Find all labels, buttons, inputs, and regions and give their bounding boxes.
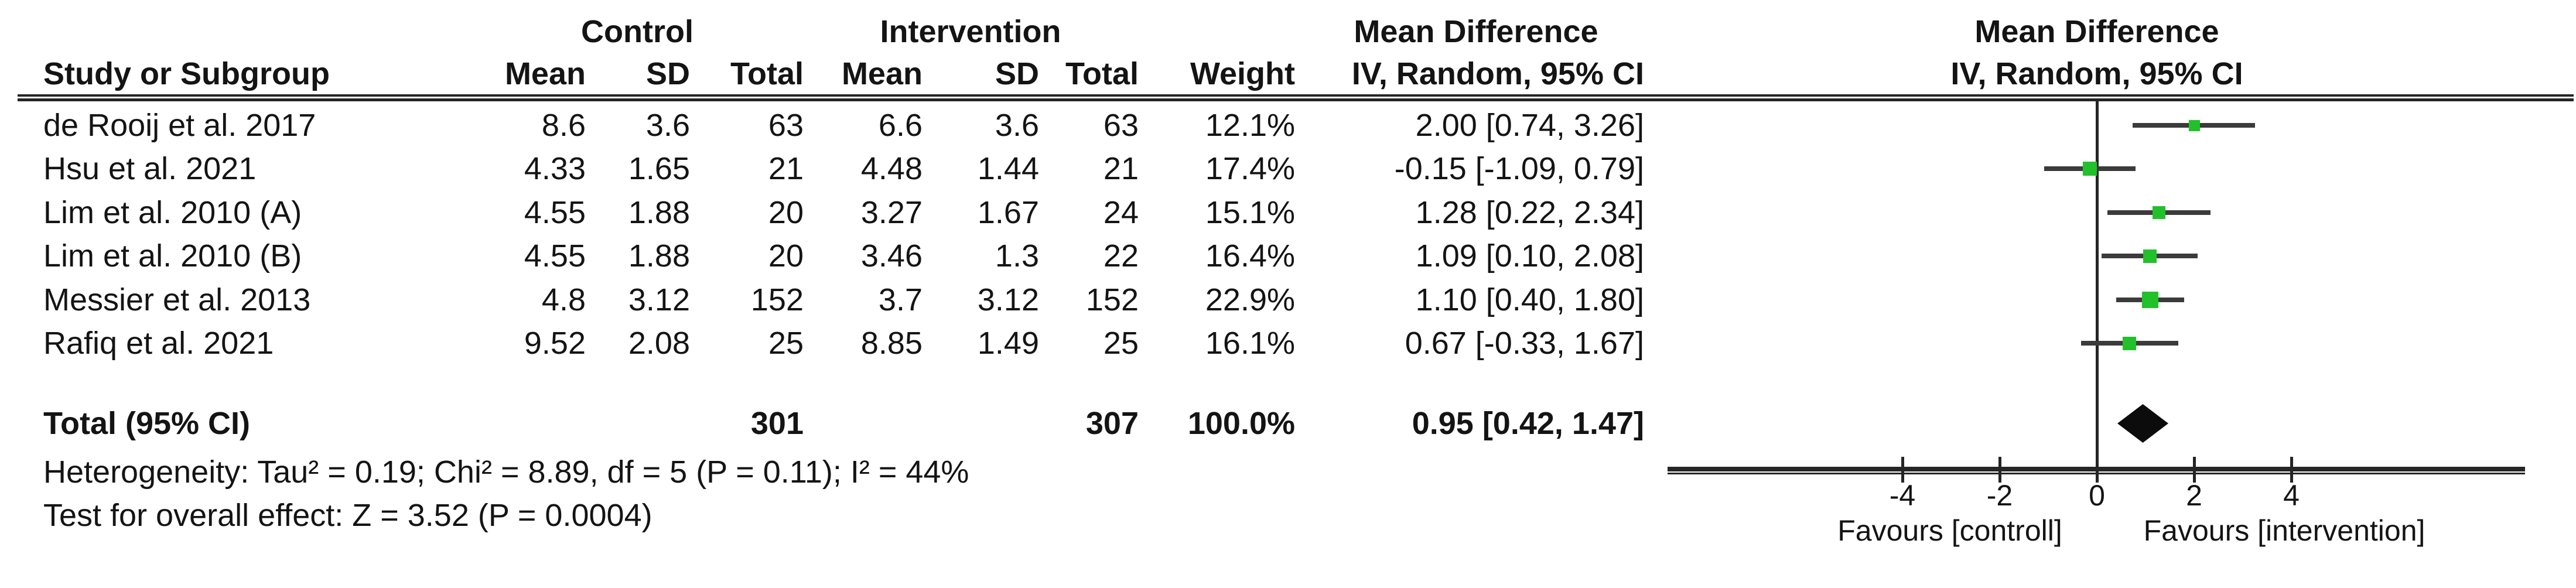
study-cell: 1.3	[995, 238, 1039, 274]
study-cell: 16.1%	[1205, 326, 1295, 361]
effect-square	[2083, 162, 2097, 176]
axis-tick	[2096, 457, 2099, 483]
header-md-table-line2: IV, Random, 95% CI	[1351, 56, 1644, 91]
effect-square	[2142, 292, 2158, 308]
study-cell: 6.6	[878, 108, 923, 143]
effect-square	[2189, 120, 2200, 131]
study-cell: 3.46	[860, 238, 923, 274]
study-label: Lim et al. 2010 (B)	[43, 238, 302, 274]
study-cell: 63	[768, 108, 804, 143]
axis-tick	[1901, 457, 1904, 483]
study-cell: 21	[768, 151, 804, 186]
axis-tick	[1998, 457, 2001, 483]
study-cell: 15.1%	[1205, 195, 1295, 230]
study-cell: 4.8	[541, 282, 586, 317]
study-cell: 1.67	[977, 195, 1039, 230]
study-label: Rafiq et al. 2021	[43, 326, 274, 361]
header-intervention-group: Intervention	[880, 14, 1061, 49]
study-cell: 16.4%	[1205, 238, 1295, 274]
study-cell: 22.9%	[1205, 282, 1295, 317]
header-subcol-mean: Mean	[504, 56, 586, 91]
study-cell: 3.12	[628, 282, 690, 317]
favours-right-label: Favours [intervention]	[2143, 514, 2425, 547]
axis-tick-label: 0	[2089, 479, 2105, 512]
study-cell: 21	[1103, 151, 1139, 186]
axis-tick	[2193, 457, 2196, 483]
axis-tick	[2290, 457, 2293, 483]
study-md-ci: 1.09 [0.10, 2.08]	[1415, 238, 1644, 274]
zero-line	[2096, 101, 2099, 474]
study-cell: 2.08	[628, 326, 690, 361]
header-md-plot-line1: Mean Difference	[1974, 14, 2219, 49]
study-cell: 3.27	[860, 195, 923, 230]
study-cell: 3.6	[995, 108, 1039, 143]
study-md-ci: 1.10 [0.40, 1.80]	[1415, 282, 1644, 317]
heterogeneity-stats: Heterogeneity: Tau² = 0.19; Chi² = 8.89,…	[43, 454, 969, 490]
study-md-ci: -0.15 [-1.09, 0.79]	[1394, 151, 1644, 186]
study-label: de Rooij et al. 2017	[43, 108, 316, 143]
study-cell: 20	[768, 195, 804, 230]
header-separator-line	[18, 94, 2574, 101]
study-md-ci: 2.00 [0.74, 3.26]	[1415, 108, 1644, 143]
header-subcol-mean: Mean	[841, 56, 923, 91]
study-cell: 3.7	[878, 282, 923, 317]
total-intervention-n: 307	[1085, 406, 1139, 441]
study-cell: 1.88	[628, 238, 690, 274]
study-cell: 25	[1103, 326, 1139, 361]
study-cell: 17.4%	[1205, 151, 1295, 186]
study-cell: 1.44	[977, 151, 1039, 186]
study-cell: 12.1%	[1205, 108, 1295, 143]
header-md-plot-line2: IV, Random, 95% CI	[1950, 56, 2243, 91]
study-cell: 4.55	[524, 238, 586, 274]
header-control-group: Control	[581, 14, 693, 49]
axis-tick-label: -4	[1889, 479, 1916, 512]
study-label: Lim et al. 2010 (A)	[43, 195, 302, 230]
axis-tick-label: -2	[1986, 479, 2013, 512]
study-cell: 8.85	[860, 326, 923, 361]
study-cell: 9.52	[524, 326, 586, 361]
total-weight: 100.0%	[1187, 406, 1295, 441]
header-subcol-sd: SD	[645, 56, 690, 91]
effect-square	[2153, 206, 2165, 219]
study-cell: 8.6	[541, 108, 586, 143]
effect-square	[2143, 249, 2157, 263]
study-cell: 3.6	[645, 108, 690, 143]
study-md-ci: 1.28 [0.22, 2.34]	[1415, 195, 1644, 230]
study-cell: 4.48	[860, 151, 923, 186]
study-cell: 63	[1103, 108, 1139, 143]
axis-tick-label: 4	[2283, 479, 2300, 512]
header-study-col: Study or Subgroup	[43, 56, 330, 91]
study-cell: 1.88	[628, 195, 690, 230]
study-cell: 152	[750, 282, 804, 317]
study-cell: 1.65	[628, 151, 690, 186]
study-cell: 3.12	[977, 282, 1039, 317]
study-cell: 22	[1103, 238, 1139, 274]
total-control-n: 301	[750, 406, 804, 441]
effect-square	[2123, 337, 2136, 350]
header-subcol-total: Total	[1065, 56, 1139, 91]
study-cell: 24	[1103, 195, 1139, 230]
favours-left-label: Favours [controll]	[1837, 514, 2062, 547]
study-label: Hsu et al. 2021	[43, 151, 257, 186]
study-cell: 152	[1085, 282, 1139, 317]
header-md-table-line1: Mean Difference	[1354, 14, 1598, 49]
axis-tick-label: 2	[2186, 479, 2202, 512]
study-cell: 1.49	[977, 326, 1039, 361]
study-md-ci: 0.67 [-0.33, 1.67]	[1405, 326, 1644, 361]
pooled-effect-diamond	[2117, 404, 2168, 443]
study-cell: 25	[768, 326, 804, 361]
total-md-ci: 0.95 [0.42, 1.47]	[1412, 406, 1644, 441]
header-subcol-weight: Weight	[1190, 56, 1295, 91]
header-subcol-sd: SD	[995, 56, 1039, 91]
study-cell: 20	[768, 238, 804, 274]
overall-effect-stats: Test for overall effect: Z = 3.52 (P = 0…	[43, 498, 652, 533]
study-label: Messier et al. 2013	[43, 282, 311, 317]
study-cell: 4.33	[524, 151, 586, 186]
header-subcol-total: Total	[730, 56, 804, 91]
study-cell: 4.55	[524, 195, 586, 230]
total-row-label: Total (95% CI)	[43, 406, 251, 441]
